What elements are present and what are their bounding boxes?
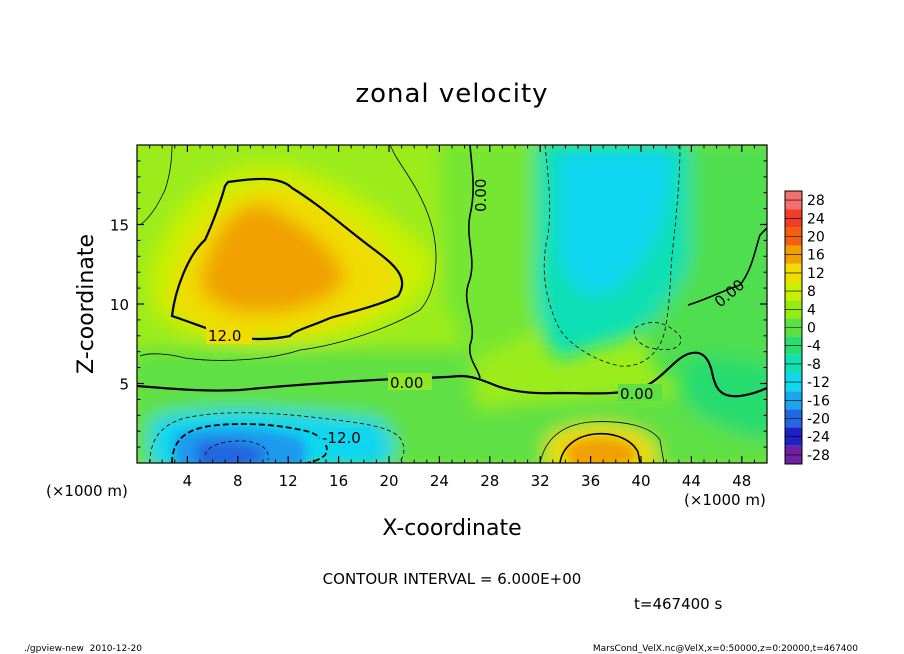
y-tick-label: 15 bbox=[110, 217, 129, 235]
colorbar-tick-label: -16 bbox=[807, 393, 830, 409]
colorbar: 28 24 20 16 12 8 4 0 -4 -8 -12 -16 -20 -24 -28 bbox=[784, 190, 830, 465]
x-tick-label: 28 bbox=[480, 472, 499, 490]
contour-label: 12.0 bbox=[208, 327, 241, 345]
colorbar-tick-label: -24 bbox=[807, 430, 830, 446]
y-axis-label: Z-coordinate bbox=[74, 234, 99, 374]
x-tick-label: 40 bbox=[631, 472, 650, 490]
colorbar-tick-label: 28 bbox=[807, 193, 825, 209]
field-zone-cyan-core bbox=[560, 150, 671, 297]
colorbar-tick-label: -4 bbox=[807, 339, 821, 355]
x-tick-label: 12 bbox=[279, 472, 298, 490]
contour-neg6-low bbox=[149, 412, 405, 463]
contour-0-vertical bbox=[465, 145, 481, 379]
y-tick-label: 5 bbox=[119, 376, 129, 394]
colorbar-tick-label: -28 bbox=[807, 448, 830, 464]
colorbar-tick-label: 24 bbox=[807, 211, 825, 227]
field-zone-bottom-orange-core bbox=[565, 438, 637, 463]
colorbar-tick-label: 0 bbox=[807, 321, 816, 337]
x-tick-label: 8 bbox=[233, 472, 243, 490]
time-label: t=467400 s bbox=[634, 595, 722, 613]
field-zone-right-cyan bbox=[680, 355, 767, 440]
contour-label: 0.00 bbox=[472, 179, 490, 212]
colorbar-tick-label: -8 bbox=[807, 357, 821, 373]
contour-12-bottom bbox=[559, 432, 641, 463]
contour-neg6-cyan bbox=[543, 145, 681, 367]
contour-label: -12.0 bbox=[322, 429, 361, 447]
x-tick-label: 4 bbox=[183, 472, 193, 490]
y-axis-ticks: 5 10 15 bbox=[110, 160, 767, 448]
field-zone-jet-core bbox=[200, 204, 345, 313]
footer-right: MarsCond_VelX.nc@VelX,x=0:50000,z=0:2000… bbox=[593, 644, 858, 654]
footer-left: ./gpview-new 2010-12-20 bbox=[24, 644, 142, 654]
contour-neg12-low bbox=[171, 423, 328, 463]
x-unit-label: (×1000 m) bbox=[46, 482, 128, 500]
colorbar-tick-label: 20 bbox=[807, 230, 825, 246]
contour-12-jet bbox=[170, 177, 404, 341]
x-tick-label: 24 bbox=[430, 472, 449, 490]
contour-6-left bbox=[139, 145, 173, 226]
field-zone-upper-green bbox=[440, 145, 540, 360]
colorbar-tick-label: -20 bbox=[807, 412, 830, 428]
heatmap-field: 12.0 0.00 0.00 0.00 0.00 -12.0 bbox=[137, 145, 767, 463]
y-tick-label: 10 bbox=[110, 296, 129, 314]
contour-label: 0.00 bbox=[390, 374, 423, 392]
contour-interval-text: CONTOUR INTERVAL = 6.000E+00 bbox=[323, 570, 582, 588]
x-tick-label: 32 bbox=[531, 472, 550, 490]
contour-neg18-low bbox=[204, 440, 269, 461]
contour-neg6-right bbox=[633, 322, 682, 350]
x-axis-ticks: 4 8 12 16 20 24 28 32 36 40 44 48 bbox=[149, 145, 755, 490]
field-zone-low-blue-core bbox=[195, 441, 265, 463]
chart-title: zonal velocity bbox=[355, 79, 548, 109]
contour-0-right bbox=[687, 227, 767, 306]
colorbar-tick-label: 12 bbox=[807, 266, 825, 282]
x-tick-label: 36 bbox=[581, 472, 600, 490]
x-tick-label: 20 bbox=[379, 472, 398, 490]
colorbar-tick-label: 4 bbox=[807, 302, 816, 318]
contour-6-bottom-right bbox=[539, 421, 665, 463]
contour-0-mid bbox=[137, 351, 767, 398]
x-tick-label: 16 bbox=[329, 472, 348, 490]
contour-label: 0.00 bbox=[620, 385, 653, 403]
colorbar-tick-label: 8 bbox=[807, 284, 816, 300]
x-tick-label: 44 bbox=[682, 472, 701, 490]
x-axis-label: X-coordinate bbox=[382, 516, 521, 541]
contour-6-jet bbox=[139, 145, 437, 361]
x-unit-label-right: (×1000 m) bbox=[684, 491, 766, 509]
contour-lines bbox=[137, 145, 767, 463]
colorbar-tick-label: 16 bbox=[807, 248, 825, 264]
colorbar-tick-label: -12 bbox=[807, 375, 830, 391]
x-tick-label: 48 bbox=[732, 472, 751, 490]
